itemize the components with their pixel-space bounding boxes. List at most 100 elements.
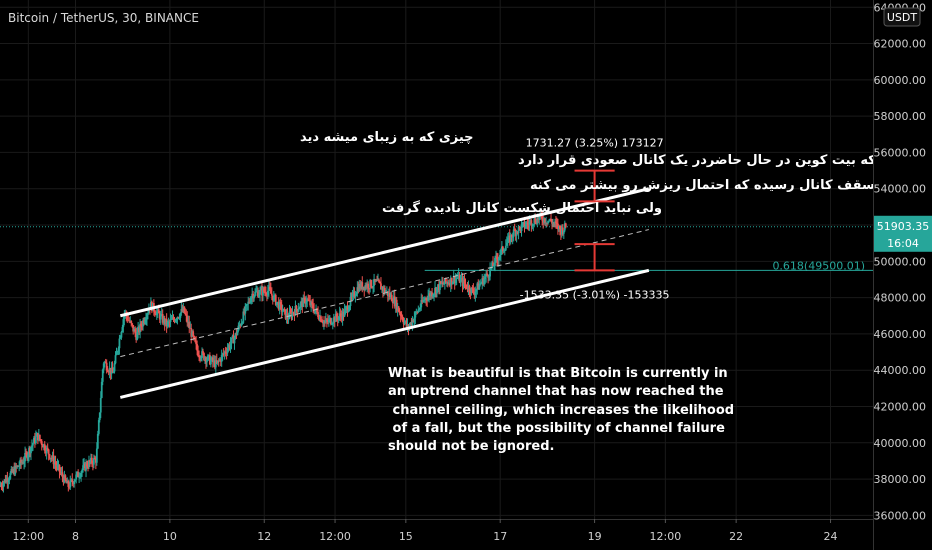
candle-body (29, 448, 31, 454)
candle-body (508, 235, 511, 243)
candle-body (55, 464, 58, 467)
candle-body (253, 295, 256, 299)
candle-body (412, 319, 415, 322)
candle-body (453, 276, 456, 284)
candle-body (321, 321, 323, 323)
candle-body (92, 458, 95, 465)
candle-body (246, 304, 249, 306)
candle-body (501, 246, 504, 252)
candle-body (65, 480, 68, 484)
candle-body (206, 359, 208, 363)
candle-body (78, 476, 81, 478)
candle-body (196, 344, 199, 351)
candle-body (462, 279, 465, 286)
candle-body (429, 293, 432, 297)
candle-body (39, 439, 42, 442)
candle-body (523, 222, 526, 228)
candle-body (464, 283, 467, 285)
candle-body (411, 319, 414, 326)
candle-body (366, 283, 369, 288)
candle-body (114, 355, 117, 364)
candle-body (314, 310, 316, 313)
candle-body (215, 360, 218, 363)
candle-body (165, 318, 168, 327)
candle-body (270, 293, 273, 296)
candle-body (95, 448, 98, 463)
candle-body (68, 486, 71, 488)
candle-body (278, 301, 281, 310)
candle-body (447, 283, 450, 284)
candle-body (521, 222, 524, 225)
candle-body (81, 470, 83, 473)
candle-body (209, 360, 212, 365)
candle-body (440, 281, 442, 284)
candle-body (477, 283, 480, 290)
candle-body (260, 288, 262, 290)
candle-body (102, 363, 105, 370)
measure-up-tool[interactable] (574, 169, 615, 203)
candle-body (14, 465, 17, 475)
candle-body (325, 319, 328, 321)
candle-body (281, 311, 284, 313)
candle-body (516, 231, 519, 234)
english-line-4: of a fall, but the possibility of channe… (388, 421, 725, 436)
candle-body (473, 292, 476, 295)
candle-body (397, 306, 400, 312)
candle-body (403, 321, 406, 324)
candle-body (416, 311, 419, 313)
y-tick-label: 48000.00 (874, 292, 927, 305)
y-tick-label: 54000.00 (874, 183, 927, 196)
candle-body (557, 225, 560, 230)
candle-body (259, 289, 261, 295)
candle-body (415, 311, 418, 313)
candle-body (1, 486, 4, 488)
candle-body (355, 293, 358, 296)
candle-body (197, 350, 199, 357)
candle-body (11, 469, 14, 473)
candle-body (22, 462, 25, 464)
candle-body (6, 478, 9, 483)
measure-down-tool[interactable] (574, 243, 615, 272)
candle-body (459, 278, 462, 283)
candle-body (232, 335, 235, 344)
candle-body (86, 463, 88, 467)
candle-body (340, 315, 343, 320)
uptrend-channel[interactable] (119, 187, 650, 399)
candle-body (461, 277, 464, 286)
channel-upper-line[interactable] (119, 187, 650, 318)
candle-body (158, 313, 161, 320)
candle-body (541, 216, 544, 221)
candle-body (561, 227, 564, 234)
currency-badge[interactable]: USDT (883, 7, 921, 27)
candle-body (358, 283, 361, 292)
candle-body (159, 314, 162, 320)
candle-body (129, 320, 132, 322)
english-line-1: What is beautiful is that Bitcoin is cur… (388, 366, 728, 381)
candle-body (378, 279, 380, 282)
candle-body (284, 309, 287, 319)
candle-body (21, 462, 24, 464)
candle-body (202, 351, 204, 354)
candle-body (537, 217, 540, 220)
candle-body (465, 284, 468, 288)
candle-body (101, 369, 104, 382)
time-axis[interactable]: 12:00 8 10 12 12:00 15 17 19 12:00 22 24 (0, 519, 873, 543)
price-axis[interactable]: 36000.00 38000.00 40000.00 42000.00 44000.00… (873, 0, 932, 550)
candle-body (70, 479, 73, 481)
candle-body (250, 297, 253, 303)
candle-body (0, 485, 3, 487)
candle-body (187, 321, 190, 323)
candle-body (88, 460, 90, 468)
candle-body (413, 317, 416, 322)
candle-body (325, 319, 327, 322)
candle-body (277, 301, 280, 310)
candle-body (324, 321, 326, 323)
candle-body (181, 309, 184, 312)
candle-body (441, 282, 444, 285)
channel-mid-line[interactable] (120, 229, 649, 358)
channel-lower-line[interactable] (119, 268, 650, 399)
candle-body (257, 291, 259, 298)
candle-body (186, 315, 189, 323)
candle-body (131, 323, 134, 326)
